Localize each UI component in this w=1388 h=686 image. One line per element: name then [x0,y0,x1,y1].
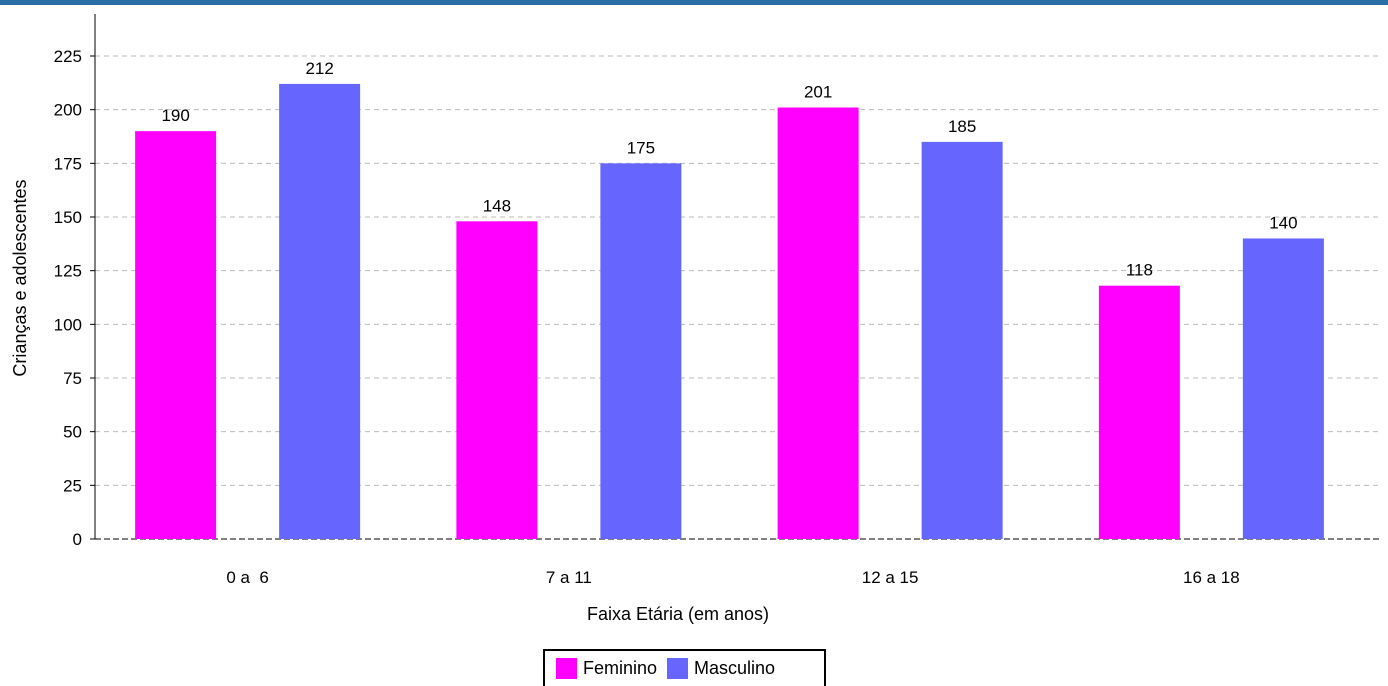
x-tick-label: 16 a 18 [1183,568,1240,587]
bar-masculino-3[interactable] [1242,238,1324,539]
y-tick-label: 125 [54,262,82,281]
x-axis-label: Faixa Etária (em anos) [587,604,769,624]
legend: Feminino Masculino [543,649,826,686]
y-tick-label: 150 [54,208,82,227]
y-tick-label: 50 [63,423,82,442]
y-tick-label: 100 [54,315,82,334]
y-tick-label: 0 [73,530,82,549]
y-tick-label: 25 [63,476,82,495]
bar-masculino-0[interactable] [279,83,361,539]
legend-swatch-masculino [667,658,689,679]
bar-chart: 0 25 50 75 100 125 150 175 200 225 190 212 148 175 20… [10,14,1380,624]
bar-feminino-2[interactable] [777,107,859,540]
y-tick-label: 225 [54,47,82,66]
data-label: 190 [161,106,189,125]
data-label: 212 [305,59,333,78]
gridlines [95,55,1380,486]
bar-feminino-0[interactable] [135,131,217,539]
data-label: 118 [1126,261,1153,280]
legend-label-masculino: Masculino [694,658,776,678]
legend-item-feminino[interactable]: Feminino [556,658,657,679]
legend-label-feminino: Feminino [583,658,658,678]
x-tick-label: 0 a 6 [226,568,269,587]
data-label: 140 [1269,213,1297,232]
x-tick-label: 7 a 11 [546,568,592,587]
x-tick-label: 12 a 15 [862,568,919,587]
data-label: 185 [948,117,976,136]
bar-feminino-1[interactable] [456,221,538,539]
y-axis-label: Crianças e adolescentes [10,179,30,376]
x-axis-ticks: 0 a 6 7 a 11 12 a 15 16 a 18 [226,568,1239,587]
data-label: 201 [804,83,832,102]
data-label: 175 [627,138,655,157]
y-tick-label: 200 [54,101,82,120]
legend-swatch-feminino [556,658,577,679]
legend-item-masculino[interactable]: Masculino [667,658,775,679]
y-tick-label: 75 [63,369,82,388]
y-tick-label: 175 [54,154,82,173]
data-label: 148 [483,196,511,215]
y-axis-ticks: 0 25 50 75 100 125 150 175 200 225 [54,47,95,549]
bar-masculino-1[interactable] [600,163,682,540]
bar-feminino-3[interactable] [1098,285,1180,539]
bars: 190 212 148 175 201 185 118 140 [135,59,1324,540]
bar-masculino-2[interactable] [921,141,1003,539]
header-bar [0,0,1388,5]
